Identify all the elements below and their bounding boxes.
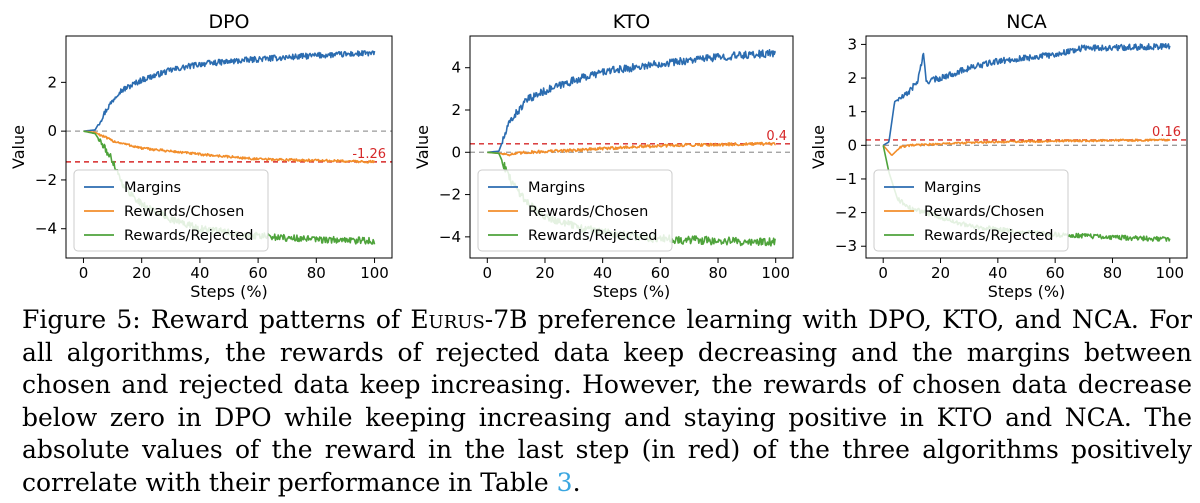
y-axis-label: Value: [809, 125, 828, 169]
legend: Margins Rewards/Chosen Rewards/Rejected: [873, 169, 1069, 252]
series-line-margins: [487, 49, 776, 154]
legend-label-margins: Margins: [528, 180, 585, 196]
table-reference-link[interactable]: 3: [556, 467, 573, 497]
legend-label-chosen: Rewards/Chosen: [528, 204, 648, 220]
y-axis-label: Value: [9, 125, 28, 169]
legend-label-rejected: Rewards/Rejected: [924, 228, 1054, 244]
y-tick-label: −2: [439, 186, 461, 204]
legend-label-chosen: Rewards/Chosen: [124, 204, 244, 220]
x-tick-label: 0: [79, 264, 89, 282]
y-tick-label: 0: [47, 122, 57, 140]
y-tick-label: −4: [439, 228, 461, 246]
x-tick-label: 60: [651, 264, 670, 282]
y-tick-label: 2: [451, 101, 461, 119]
y-tick-label: −3: [835, 237, 857, 255]
final-reward-label: -1.26: [352, 147, 386, 162]
x-tick-label: 20: [535, 264, 554, 282]
y-tick-label: 2: [47, 73, 57, 91]
chart-title: DPO: [208, 11, 249, 33]
series-line-chosen: [487, 141, 776, 157]
x-tick-label: 100: [1155, 264, 1184, 282]
series-line-chosen: [882, 138, 1171, 156]
legend-box: [477, 169, 673, 252]
x-tick-label: 20: [132, 264, 151, 282]
charts-svg: DPO -1.26 Margins Rewards/Chosen Rewards/Rej…: [9, 11, 1188, 301]
x-tick-label: 60: [249, 264, 268, 282]
caption-body: -7B preference learning with DPO, KTO, a…: [22, 305, 1192, 497]
figure-charts: DPO -1.26 Margins Rewards/Chosen Rewards/Rej…: [9, 11, 1188, 301]
x-tick-label: 40: [988, 264, 1007, 282]
x-tick-label: 20: [931, 264, 950, 282]
legend-box: [873, 169, 1069, 252]
chart-title: KTO: [613, 11, 651, 33]
x-axis-label: Steps (%): [190, 282, 268, 300]
plot-frame: [65, 35, 393, 259]
legend-label-margins: Margins: [124, 180, 181, 196]
plot-frame: [469, 35, 794, 259]
y-tick-label: −2: [35, 171, 57, 189]
chart-nca: NCA 0.16 Margins Rewards/Chosen Rewards/Reje…: [809, 11, 1188, 301]
x-tick-label: 40: [190, 264, 209, 282]
y-tick-label: 4: [451, 59, 461, 77]
legend: Margins Rewards/Chosen Rewards/Rejected: [477, 169, 673, 252]
x-tick-label: 0: [878, 264, 888, 282]
y-tick-label: −2: [835, 204, 857, 222]
chart-title: NCA: [1006, 11, 1046, 33]
final-reward-label: 0.16: [1152, 125, 1181, 140]
series-line-chosen: [83, 130, 376, 164]
y-axis-label: Value: [413, 125, 432, 169]
series-line-margins: [83, 50, 376, 132]
legend: Margins Rewards/Chosen Rewards/Rejected: [73, 169, 269, 252]
x-tick-label: 100: [360, 264, 389, 282]
x-axis-label: Steps (%): [593, 282, 671, 300]
y-tick-label: 0: [451, 143, 461, 161]
x-tick-label: 80: [1103, 264, 1122, 282]
legend-box: [73, 169, 269, 252]
chart-kto: KTO 0.4 Margins Rewards/Chosen Rewards/Rejec…: [413, 11, 794, 301]
y-tick-label: −4: [35, 220, 57, 238]
x-tick-label: 80: [708, 264, 727, 282]
x-tick-label: 60: [1046, 264, 1065, 282]
series-line-margins: [882, 43, 1171, 147]
figure-caption: Figure 5: Reward patterns of Eurus-7B pr…: [22, 304, 1192, 499]
caption-model-name: Eurus: [410, 305, 485, 334]
x-tick-label: 80: [307, 264, 326, 282]
final-reward-label: 0.4: [766, 129, 787, 144]
y-tick-label: 3: [847, 35, 857, 53]
x-tick-label: 40: [593, 264, 612, 282]
x-tick-label: 0: [483, 264, 493, 282]
x-tick-label: 100: [761, 264, 790, 282]
y-tick-label: 0: [847, 136, 857, 154]
caption-prefix: Figure 5: Reward patterns of: [22, 305, 411, 334]
y-tick-label: 2: [847, 69, 857, 87]
legend-label-chosen: Rewards/Chosen: [924, 204, 1044, 220]
y-tick-label: 1: [847, 103, 857, 121]
chart-dpo: DPO -1.26 Margins Rewards/Chosen Rewards/Rej…: [9, 11, 393, 301]
legend-label-rejected: Rewards/Rejected: [528, 228, 658, 244]
caption-end: .: [572, 467, 581, 497]
plot-frame: [865, 35, 1188, 259]
y-tick-label: −1: [835, 170, 857, 188]
legend-label-rejected: Rewards/Rejected: [124, 228, 254, 244]
legend-label-margins: Margins: [924, 180, 981, 196]
x-axis-label: Steps (%): [988, 282, 1066, 300]
